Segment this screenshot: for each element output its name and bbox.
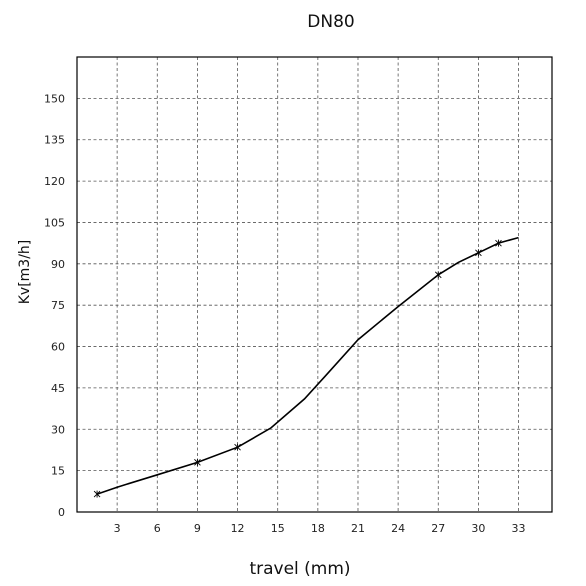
x-tick-labels: 3 6 9 12 15 18 21 24 27 30 33	[114, 522, 526, 535]
y-tick-label: 30	[51, 423, 65, 436]
x-tick-label: 18	[311, 522, 325, 535]
data-point-marker	[194, 458, 201, 466]
data-point-marker	[93, 490, 101, 498]
y-tick-label: 105	[44, 216, 65, 229]
y-tick-label: 120	[44, 175, 65, 188]
data-point-marker	[434, 271, 442, 279]
x-tick-label: 6	[154, 522, 161, 535]
grid-lines	[77, 57, 552, 512]
y-tick-label: 60	[51, 341, 65, 354]
plot-frame	[76, 56, 553, 513]
x-tick-label: 33	[512, 522, 526, 535]
x-tick-label: 15	[271, 522, 285, 535]
x-tick-label: 12	[231, 522, 245, 535]
data-point-marker	[495, 239, 502, 247]
y-tick-label: 90	[51, 258, 65, 271]
series-group	[93, 236, 519, 498]
data-point-marker	[475, 249, 482, 257]
y-tick-label: 75	[51, 299, 65, 312]
y-tick-label: 15	[51, 465, 65, 478]
y-tick-label: 135	[44, 134, 65, 147]
y-tick-label: 0	[58, 506, 65, 519]
x-tick-label: 3	[114, 522, 121, 535]
y-tick-label: 45	[51, 382, 65, 395]
y-tick-label: 150	[44, 92, 65, 105]
x-tick-label: 21	[351, 522, 365, 535]
y-axis-label: Kv[m3/h]	[17, 240, 33, 305]
y-tick-labels: 0 15 30 45 60 75 90 105 120 135 150	[44, 92, 65, 519]
data-point-marker	[234, 443, 241, 451]
x-tick-label: 9	[194, 522, 201, 535]
series-line	[96, 236, 519, 495]
x-tick-label: 27	[431, 522, 445, 535]
x-tick-label: 30	[471, 522, 485, 535]
chart-title: DN80	[307, 12, 354, 32]
x-tick-label: 24	[391, 522, 405, 535]
x-axis-label: travel (mm)	[249, 559, 350, 579]
